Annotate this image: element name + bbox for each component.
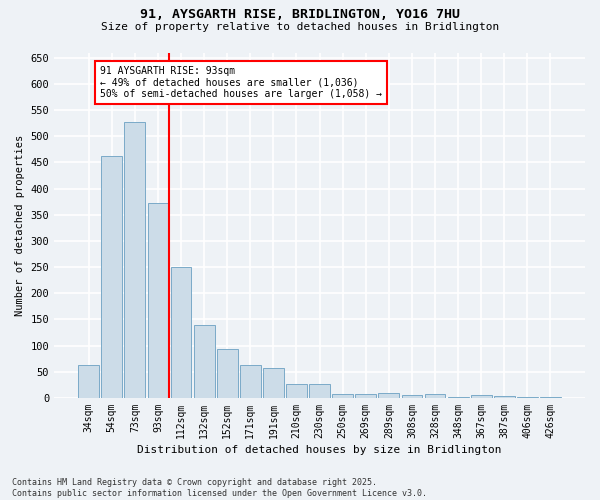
Bar xyxy=(379,392,399,398)
Bar xyxy=(217,350,238,398)
Bar xyxy=(286,384,307,398)
Bar xyxy=(517,397,538,398)
Bar xyxy=(425,394,445,398)
Bar xyxy=(148,203,169,398)
Bar xyxy=(401,396,422,398)
Bar xyxy=(194,324,215,398)
Text: 91 AYSGARTH RISE: 93sqm
← 49% of detached houses are smaller (1,036)
50% of semi: 91 AYSGARTH RISE: 93sqm ← 49% of detache… xyxy=(100,66,382,99)
Bar xyxy=(494,396,515,398)
X-axis label: Distribution of detached houses by size in Bridlington: Distribution of detached houses by size … xyxy=(137,445,502,455)
Bar xyxy=(471,396,491,398)
Bar xyxy=(540,397,561,398)
Bar xyxy=(355,394,376,398)
Bar xyxy=(240,365,261,398)
Bar xyxy=(263,368,284,398)
Text: Contains HM Land Registry data © Crown copyright and database right 2025.
Contai: Contains HM Land Registry data © Crown c… xyxy=(12,478,427,498)
Bar xyxy=(309,384,330,398)
Bar xyxy=(78,366,99,398)
Bar xyxy=(170,267,191,398)
Bar xyxy=(332,394,353,398)
Text: 91, AYSGARTH RISE, BRIDLINGTON, YO16 7HU: 91, AYSGARTH RISE, BRIDLINGTON, YO16 7HU xyxy=(140,8,460,20)
Bar xyxy=(101,156,122,398)
Bar xyxy=(124,122,145,398)
Y-axis label: Number of detached properties: Number of detached properties xyxy=(15,134,25,316)
Text: Size of property relative to detached houses in Bridlington: Size of property relative to detached ho… xyxy=(101,22,499,32)
Bar xyxy=(448,397,469,398)
